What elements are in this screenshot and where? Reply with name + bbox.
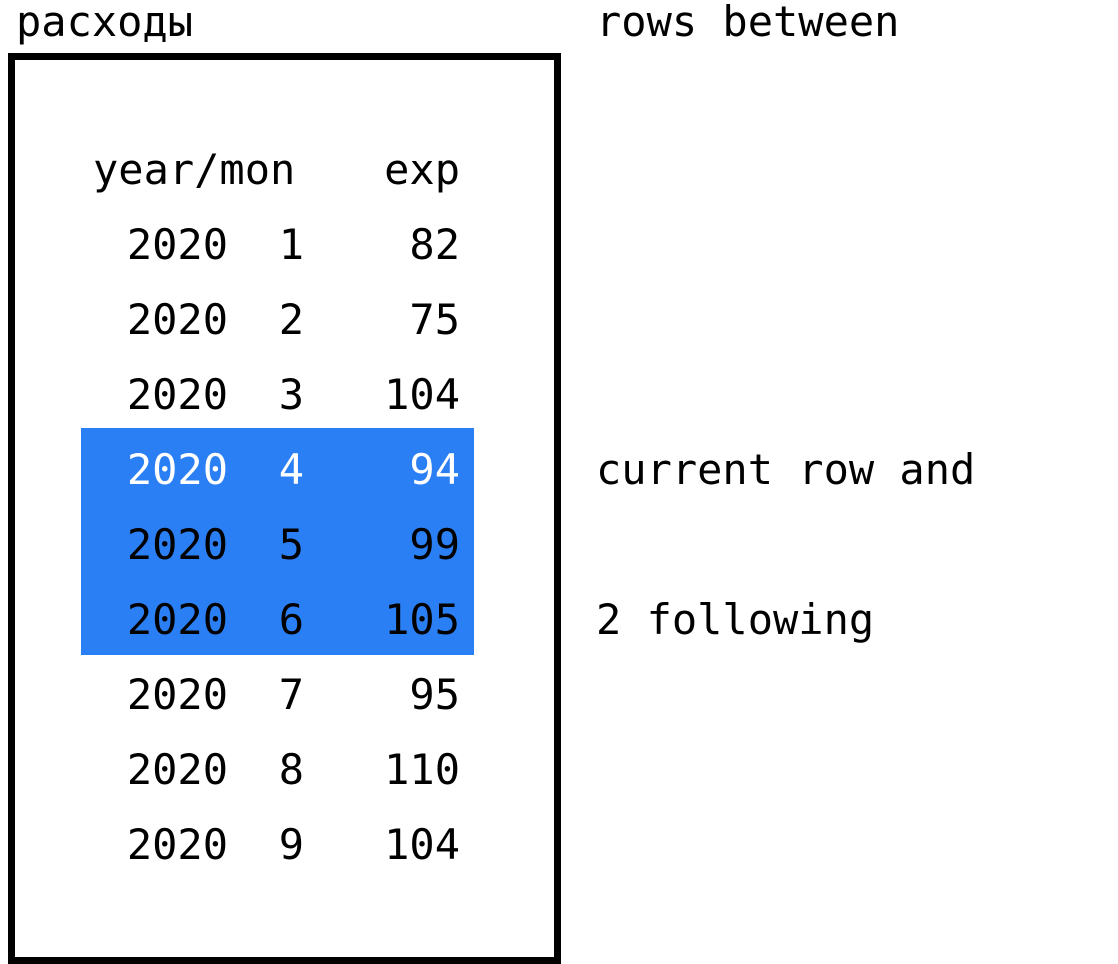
cell-year: 2020 [126, 520, 228, 569]
cell-month: 1 [278, 220, 304, 269]
window-frame-highlight [81, 428, 474, 655]
cell-month: 2 [278, 295, 304, 344]
cell-exp: 95 [409, 670, 460, 719]
note-current-row-and: current row and [596, 445, 976, 494]
cell-month: 6 [278, 595, 304, 644]
header-exp: exp [384, 145, 460, 194]
cell-month: 4 [278, 445, 304, 494]
box-title: расходы [16, 0, 194, 46]
cell-year: 2020 [126, 820, 228, 869]
cell-exp: 105 [384, 595, 460, 644]
cell-year: 2020 [126, 595, 228, 644]
cell-year: 2020 [126, 745, 228, 794]
cell-exp: 94 [409, 445, 460, 494]
cell-exp: 104 [384, 370, 460, 419]
cell-month: 7 [278, 670, 304, 719]
cell-exp: 82 [409, 220, 460, 269]
cell-year: 2020 [126, 370, 228, 419]
cell-year: 2020 [126, 445, 228, 494]
note-following: 2 following [596, 595, 875, 644]
header-year-mon: year/mon [93, 145, 296, 194]
cell-exp: 110 [384, 745, 460, 794]
cell-month: 8 [278, 745, 304, 794]
note-rows-between: rows between [596, 0, 900, 46]
cell-exp: 75 [409, 295, 460, 344]
cell-month: 5 [278, 520, 304, 569]
cell-month: 9 [278, 820, 304, 869]
cell-year: 2020 [126, 670, 228, 719]
cell-exp: 104 [384, 820, 460, 869]
cell-month: 3 [278, 370, 304, 419]
cell-exp: 99 [409, 520, 460, 569]
cell-year: 2020 [126, 295, 228, 344]
cell-year: 2020 [126, 220, 228, 269]
